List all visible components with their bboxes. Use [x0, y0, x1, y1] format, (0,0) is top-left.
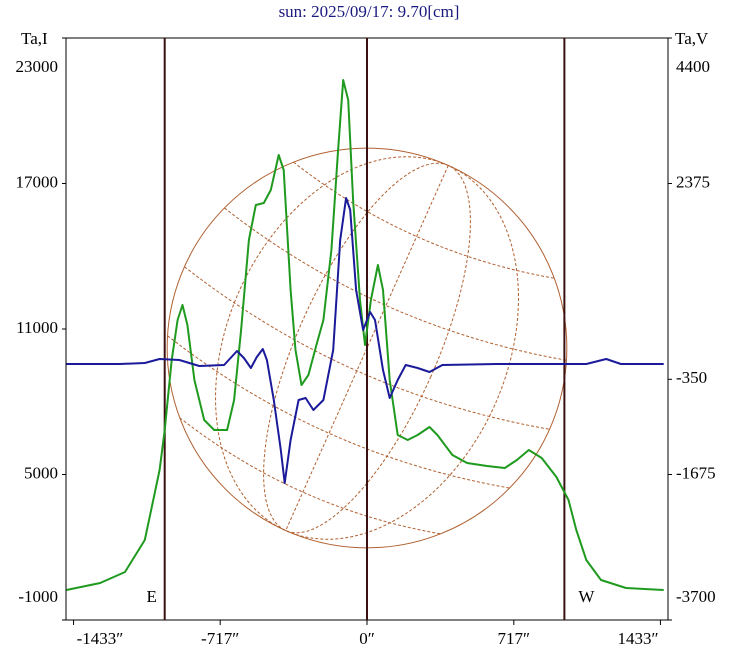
y-tick-label: 23000: [16, 57, 59, 76]
y-tick-label: 11000: [16, 318, 58, 337]
x-tick-label: 0″: [359, 629, 375, 648]
y-tick-label: 5000: [24, 463, 58, 482]
parallel: [224, 207, 567, 361]
chart-title: sun: 2025/09/17: 9.70[cm]: [279, 2, 460, 21]
y-tick-label: 17000: [16, 172, 59, 191]
y2-tick-label: -3700: [676, 587, 716, 606]
x-tick-label: -717″: [201, 629, 239, 648]
y2-tick-label: -1675: [676, 463, 716, 482]
series-line: [66, 79, 664, 591]
y2-tick-label: 2375: [676, 172, 710, 191]
parallel: [184, 266, 550, 430]
y2-axis-label: Ta,V: [675, 29, 709, 48]
limb-label: W: [578, 587, 595, 606]
y-tick-label: -1000: [18, 587, 58, 606]
parallel: [179, 417, 441, 535]
limb-label: E: [146, 587, 156, 606]
x-tick-label: -1433″: [77, 629, 124, 648]
y2-tick-label: 4400: [676, 57, 710, 76]
meridian: [285, 165, 449, 531]
y2-tick-label: -350: [676, 368, 707, 387]
parallel: [293, 161, 555, 279]
series-line: [66, 197, 664, 484]
x-tick-label: 717″: [498, 629, 531, 648]
y-axis-label: Ta,I: [21, 29, 48, 48]
x-tick-label: 1433″: [617, 629, 658, 648]
